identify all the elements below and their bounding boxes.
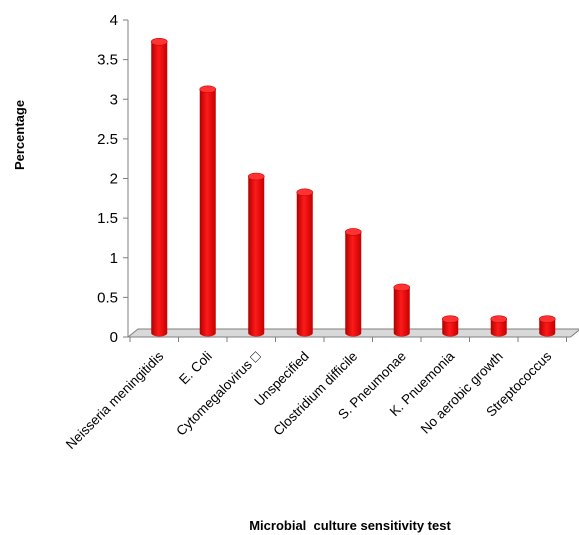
bar-body xyxy=(248,176,265,337)
y-tick-label: 1 xyxy=(110,250,118,267)
bar-body xyxy=(345,231,362,337)
y-tick-label: 2 xyxy=(110,171,118,188)
bar-top xyxy=(150,37,168,46)
bar-top xyxy=(199,85,217,94)
y-tick-label: 0.5 xyxy=(97,289,118,306)
bar xyxy=(150,37,168,337)
bar-top xyxy=(441,315,459,323)
x-tick-label: E. Coli xyxy=(176,349,215,388)
bar xyxy=(199,85,217,337)
bar-body xyxy=(539,319,556,337)
bar-body xyxy=(490,319,507,337)
y-tick-label: 3.5 xyxy=(97,52,118,69)
bar xyxy=(441,315,459,337)
x-tick-label: Cytomegalovirus □ xyxy=(173,349,263,439)
bar-top xyxy=(344,228,362,236)
bar-body xyxy=(393,287,410,337)
bar xyxy=(538,315,556,337)
x-axis-title: Microbial culture sensitivity test xyxy=(249,518,451,533)
y-axis: 0 0.5 1 1.5 2 2.5 3 3.5 4 xyxy=(97,12,129,346)
y-tick-label: 4 xyxy=(110,12,118,29)
bar-body xyxy=(296,192,313,337)
bars xyxy=(150,37,556,337)
y-tick-label: 3 xyxy=(110,91,118,108)
bar xyxy=(344,228,362,337)
bar-top xyxy=(490,315,508,323)
x-tick-label: Clostridium difficile xyxy=(270,349,360,439)
bar xyxy=(296,188,314,337)
x-tick-labels: Neisseria meningitidis E. ColiCytomegalov… xyxy=(63,348,555,452)
y-tick-label: 2.5 xyxy=(97,131,118,148)
bar-top xyxy=(393,283,411,292)
bar xyxy=(490,315,508,337)
bar xyxy=(247,172,265,337)
bar xyxy=(393,283,411,337)
bar-body xyxy=(199,89,216,337)
bar-body xyxy=(442,319,459,337)
x-tick-label: No aerobic growth xyxy=(418,349,506,437)
x-tick-label: Neisseria meningitidis xyxy=(63,348,167,452)
bar-top xyxy=(538,315,556,323)
y-axis-title: Percentage xyxy=(12,100,27,170)
bar-top xyxy=(247,172,265,181)
y-tick-label: 1.5 xyxy=(97,210,118,227)
y-tick-label: 0 xyxy=(110,329,118,346)
bar-body xyxy=(151,41,168,337)
bar-top xyxy=(296,188,314,197)
